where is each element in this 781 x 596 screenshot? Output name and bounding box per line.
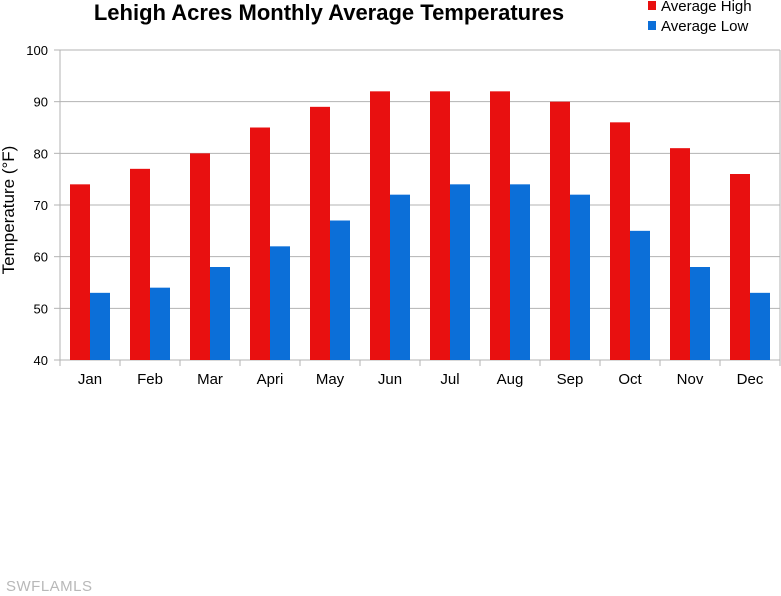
- legend-label-low: Average Low: [661, 18, 748, 35]
- bar-high-dec: [730, 174, 750, 360]
- y-tick-label: 50: [34, 301, 48, 316]
- watermark: SWFLAMLS: [6, 578, 93, 595]
- bar-low-mar: [210, 267, 230, 360]
- bar-high-jan: [70, 184, 90, 360]
- legend-swatch-high: [648, 1, 656, 10]
- legend-label-high: Average High: [661, 0, 752, 15]
- bar-low-sep: [570, 194, 590, 360]
- bar-low-jun: [390, 194, 410, 360]
- y-tick-label: 80: [34, 146, 48, 161]
- bar-low-dec: [750, 292, 770, 360]
- bar-low-oct: [630, 230, 650, 360]
- x-tick-label: Jun: [378, 371, 402, 388]
- y-tick-label: 100: [26, 43, 48, 58]
- x-tick-label: Jul: [440, 371, 459, 388]
- x-tick-label: Sep: [557, 371, 584, 388]
- bar-high-aug: [490, 91, 510, 360]
- bar-high-apri: [250, 127, 270, 360]
- chart-title: Lehigh Acres Monthly Average Temperature…: [94, 0, 564, 25]
- plot-area: 40 50 60 70 80 90 100 Jan Feb Mar Apri May Jun Jul Aug…: [26, 43, 781, 388]
- x-tick-label: May: [316, 371, 345, 388]
- x-tick-label: Oct: [618, 371, 642, 388]
- bar-high-feb: [130, 168, 150, 360]
- bar-low-feb: [150, 287, 170, 360]
- y-axis-label: Temperature (°F): [0, 146, 18, 275]
- bar-low-jan: [90, 292, 110, 360]
- x-tick-label: Nov: [677, 371, 704, 388]
- bar-low-may: [330, 220, 350, 360]
- y-tick-label: 40: [34, 353, 48, 368]
- y-tick-label: 90: [34, 95, 48, 110]
- x-tick-label: Dec: [737, 371, 764, 388]
- bar-high-mar: [190, 153, 210, 360]
- bar-high-oct: [610, 122, 630, 360]
- y-tick-label: 70: [34, 198, 48, 213]
- bar-high-jul: [430, 91, 450, 360]
- x-tick-label: Jan: [78, 371, 102, 388]
- x-tick-label: Apri: [257, 371, 284, 388]
- bar-low-jul: [450, 184, 470, 360]
- legend-swatch-low: [648, 21, 656, 30]
- bar-high-sep: [550, 101, 570, 361]
- bar-low-aug: [510, 184, 530, 360]
- x-tick-label: Aug: [497, 371, 524, 388]
- bar-low-nov: [690, 267, 710, 360]
- x-tick-label: Feb: [137, 371, 163, 388]
- bar-high-nov: [670, 148, 690, 360]
- bar-low-apri: [270, 246, 290, 360]
- y-tick-label: 60: [34, 250, 48, 265]
- bar-high-jun: [370, 91, 390, 360]
- bar-high-may: [310, 106, 330, 360]
- x-tick-label: Mar: [197, 371, 223, 388]
